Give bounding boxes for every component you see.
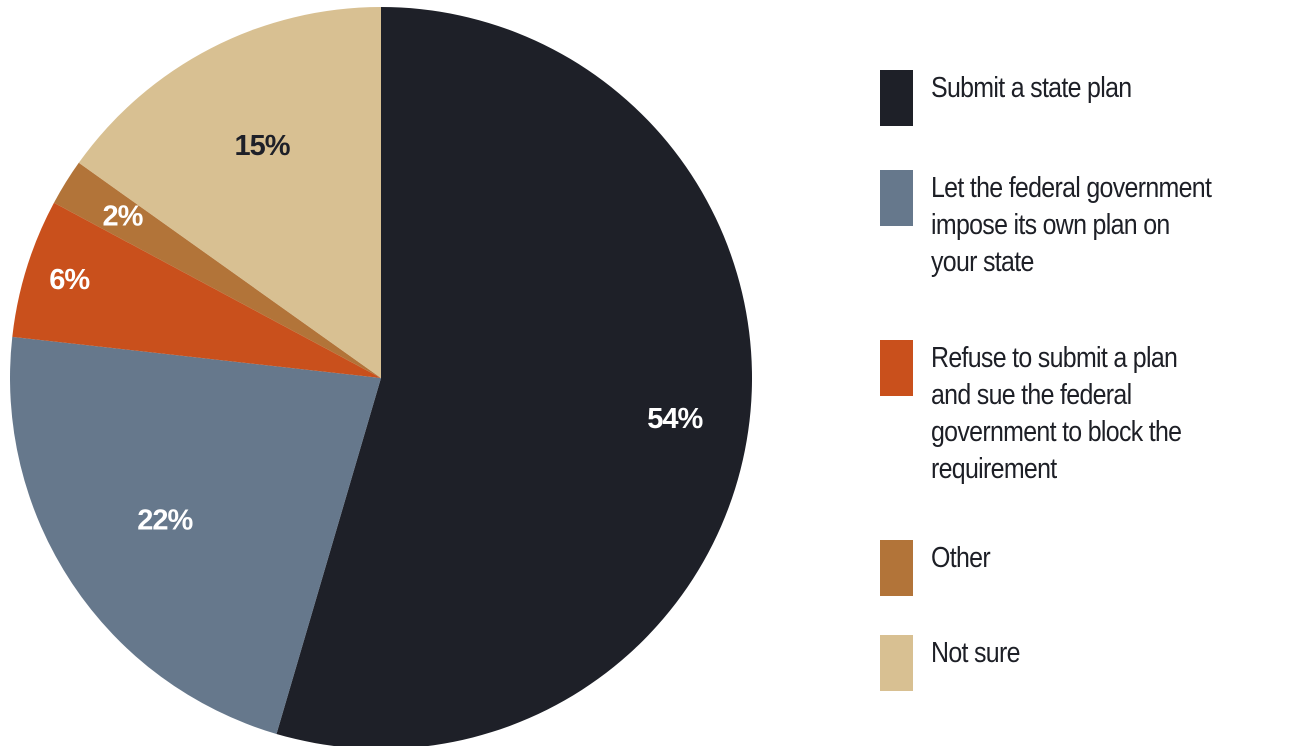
pie-slice-0 [276, 7, 752, 746]
legend-label-line: Not sure [931, 637, 1020, 669]
legend-label-line: Let the federal government [931, 172, 1212, 204]
legend-swatch-2 [880, 340, 913, 396]
legend-swatch-1 [880, 170, 913, 226]
pie-slice-2 [12, 202, 381, 378]
legend-label-line: Submit a state plan [931, 72, 1132, 104]
pie-slice-4 [78, 7, 381, 378]
slice-labels-layer: 54% 22% 6% 2% 15% [49, 130, 704, 537]
legend-label-1: Let the federal government impose its own… [931, 170, 1258, 281]
legend-label-line: requirement [931, 453, 1057, 485]
legend-label-line: impose its own plan on [931, 209, 1170, 241]
legend-label-2: Refuse to submit a plan and sue the feder… [931, 340, 1258, 488]
legend-label-line: Other [931, 542, 991, 574]
pie-slice-label-4: 15% [234, 130, 290, 162]
pie-slice-label-2: 6% [49, 264, 90, 296]
legend-label-line: Refuse to submit a plan [931, 342, 1178, 374]
legend-swatch-3 [880, 540, 913, 596]
pie-slice-1 [10, 336, 381, 734]
legend-label-4: Not sure [931, 635, 1258, 672]
legend-label-line: government to block the [931, 416, 1182, 448]
pie-slice-3 [53, 162, 381, 378]
slices-layer [10, 7, 752, 746]
legend-label-line: and sue the federal [931, 379, 1132, 411]
pie-slice-label-1: 22% [137, 505, 193, 537]
legend-label-0: Submit a state plan [931, 70, 1258, 107]
pie-slice-label-3: 2% [103, 200, 144, 232]
legend-swatch-0 [880, 70, 913, 126]
pie-slice-label-0: 54% [647, 403, 703, 435]
legend-swatch-4 [880, 635, 913, 691]
legend-label-line: your state [931, 246, 1034, 278]
legend-label-3: Other [931, 540, 1258, 577]
